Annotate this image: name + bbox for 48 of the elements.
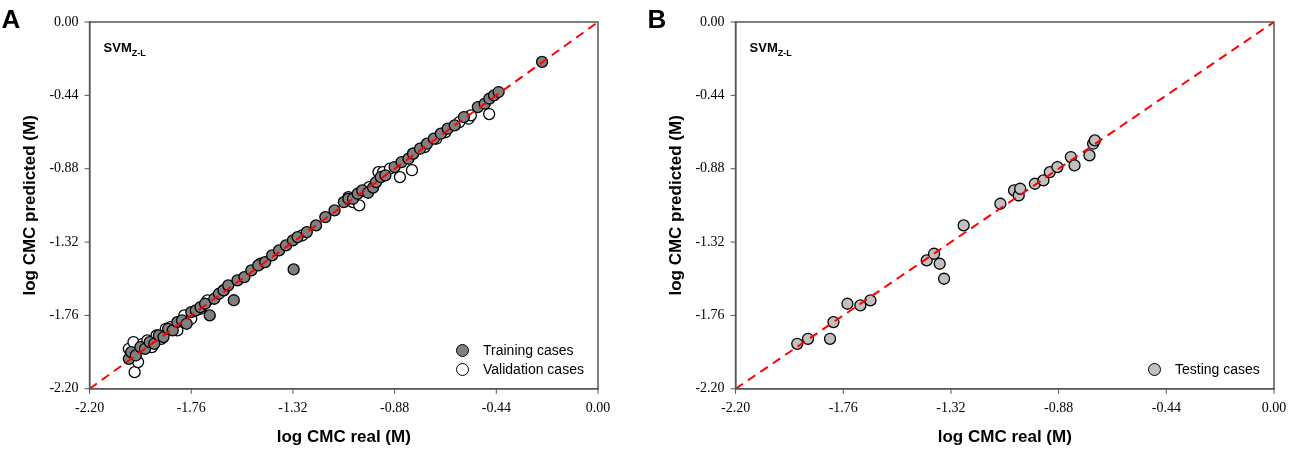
point bbox=[128, 365, 141, 379]
point bbox=[1083, 149, 1096, 162]
x-tick-label: 0.00 bbox=[1261, 399, 1287, 415]
text: A bbox=[1, 4, 21, 35]
x-tick-label: -2.20 bbox=[74, 399, 105, 415]
x-tick-label: -0.88 bbox=[380, 399, 410, 415]
x-tick-label: -1.76 bbox=[176, 399, 206, 415]
point bbox=[823, 332, 837, 345]
y-tick-label: -0.44 bbox=[49, 87, 79, 103]
x-tick-label: 0.00 bbox=[585, 399, 611, 415]
y-tick-label: 0.00 bbox=[54, 13, 79, 29]
y-tick-label: -1.76 bbox=[49, 307, 79, 323]
legend-label: Training cases bbox=[483, 342, 574, 359]
point bbox=[864, 294, 877, 307]
point bbox=[957, 219, 970, 232]
annotation: SVM$_{Z-L}$ bbox=[749, 40, 792, 58]
y-tick-label: -2.20 bbox=[695, 380, 725, 396]
x-tick-label: -2.20 bbox=[720, 399, 751, 415]
point bbox=[393, 170, 407, 184]
x-tick-label: -1.32 bbox=[936, 399, 966, 415]
x-axis-title: log CMC real (M) bbox=[937, 427, 1072, 447]
y-axis-title: log CMC predicted (M) bbox=[665, 115, 685, 296]
point bbox=[405, 164, 419, 177]
y-tick-label: 0.00 bbox=[700, 13, 725, 29]
point bbox=[933, 257, 946, 270]
y-tick-label: -1.32 bbox=[695, 233, 725, 249]
point bbox=[483, 107, 496, 121]
y-tick-label: -0.44 bbox=[695, 87, 725, 103]
y-tick-label: -1.32 bbox=[49, 233, 79, 249]
text: B bbox=[647, 4, 667, 35]
y-tick-label: -0.88 bbox=[49, 160, 79, 176]
y-tick-label: -0.88 bbox=[695, 160, 725, 176]
legend-label: Testing cases bbox=[1175, 361, 1260, 378]
y-axis-title: log CMC predicted (M) bbox=[19, 115, 39, 296]
y-tick-label: -1.76 bbox=[695, 307, 725, 323]
point bbox=[937, 272, 951, 285]
point bbox=[841, 297, 854, 310]
annotation: SVM$_{Z-L}$ bbox=[103, 40, 146, 58]
x-axis-title: log CMC real (M) bbox=[276, 427, 411, 447]
point bbox=[1068, 159, 1081, 172]
x-tick-label: -1.76 bbox=[828, 399, 858, 415]
x-tick-label: -0.88 bbox=[1044, 399, 1074, 415]
legend-label: Validation cases bbox=[483, 361, 584, 378]
point bbox=[1014, 182, 1027, 195]
x-tick-label: -1.32 bbox=[278, 399, 308, 415]
x-tick-label: -0.44 bbox=[481, 399, 511, 415]
y-tick-label: -2.20 bbox=[49, 380, 79, 396]
x-tick-label: -0.44 bbox=[1151, 399, 1181, 415]
